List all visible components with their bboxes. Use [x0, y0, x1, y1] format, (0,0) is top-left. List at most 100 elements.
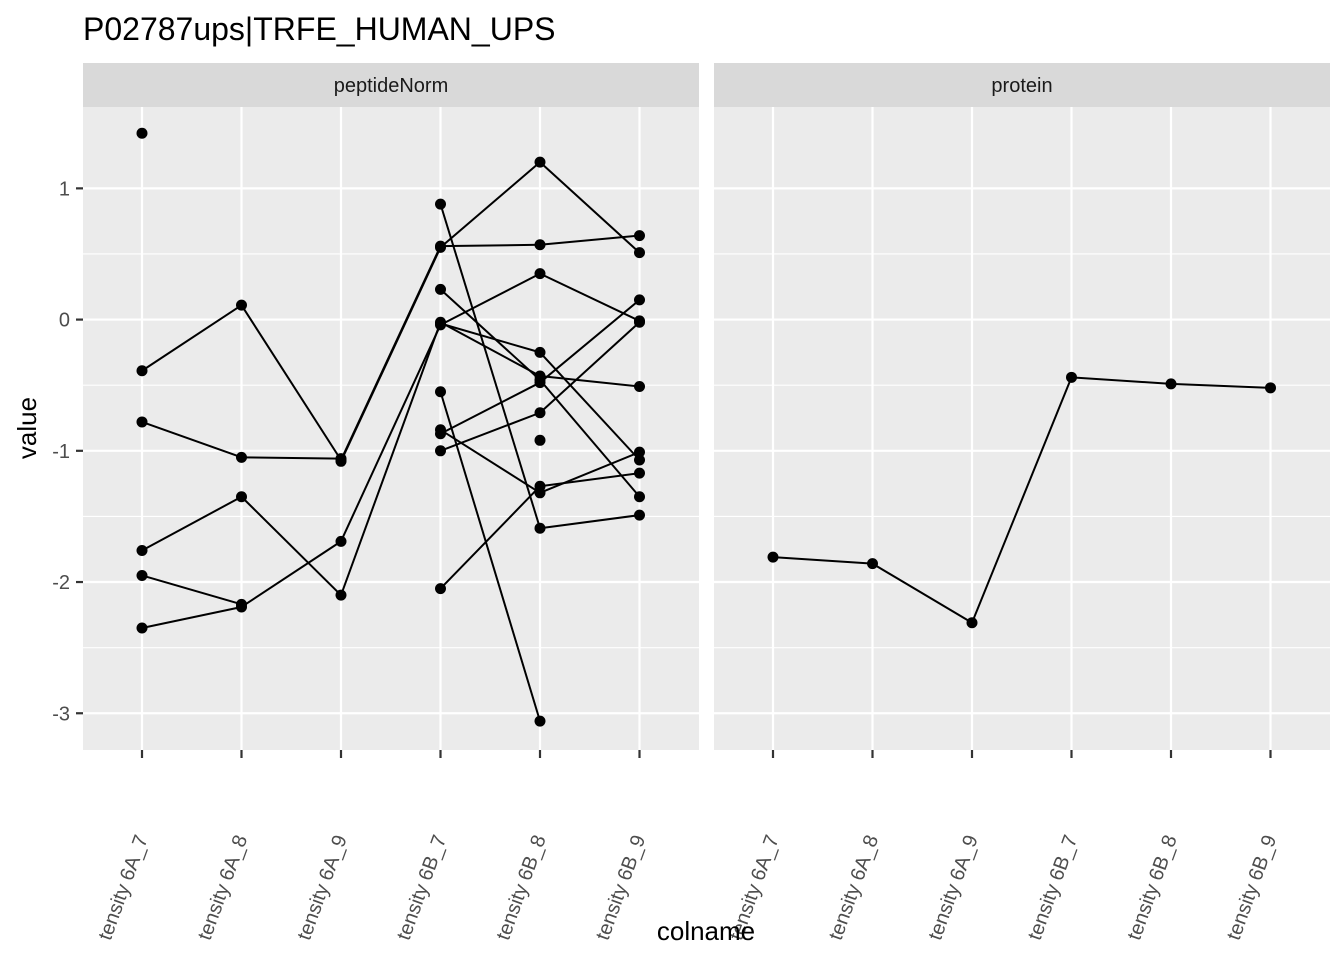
data-point — [236, 491, 247, 503]
y-tick-label: 0 — [59, 310, 70, 332]
data-point — [534, 407, 546, 419]
data-point — [136, 569, 148, 581]
data-point — [435, 198, 446, 210]
series-segment — [141, 605, 242, 629]
series-segment — [440, 322, 541, 354]
data-point — [634, 316, 645, 328]
plot-area-protein — [714, 107, 1330, 750]
data-point — [435, 583, 446, 595]
x-tick-label: tensity 6B_8 — [492, 832, 550, 943]
series-segment — [1071, 376, 1172, 385]
data-point — [534, 268, 546, 280]
series-segment — [141, 420, 242, 459]
data-point — [534, 346, 546, 358]
y-tick-label: -1 — [52, 441, 70, 463]
data-point — [634, 467, 645, 479]
data-point — [534, 239, 546, 251]
series-segment — [539, 514, 640, 530]
data-point — [867, 558, 878, 570]
series-segment — [141, 574, 242, 606]
series-segment — [539, 375, 640, 388]
data-point — [534, 156, 546, 168]
x-axis: tensity 6A_7 tensity 6A_8 tensity 6A_9 tens… — [94, 750, 1281, 943]
x-tick-label: tensity 6A_9 — [924, 832, 982, 943]
data-point — [435, 386, 446, 398]
x-tick-label: tensity 6A_8 — [825, 832, 883, 943]
y-tick-label: -3 — [52, 703, 70, 725]
series-segment — [971, 376, 1073, 624]
x-tick-label: tensity 6B_9 — [1223, 832, 1281, 943]
x-tick-label: tensity 6B_8 — [1123, 832, 1181, 943]
data-point — [136, 622, 148, 634]
strip-label-protein: protein — [991, 75, 1052, 97]
data-point — [136, 545, 148, 557]
series-segment — [539, 321, 641, 414]
series-segment — [1170, 382, 1271, 389]
x-tick-label: tensity 6A_9 — [293, 832, 351, 943]
y-axis: -3 -2 -1 0 1 — [52, 178, 83, 725]
series-segment — [440, 272, 541, 326]
series-segment — [439, 485, 541, 590]
panel-protein: protein — [714, 63, 1330, 750]
series-segment — [440, 243, 541, 248]
panel-peptidenorm: peptideNorm — [83, 63, 699, 750]
data-point — [534, 377, 546, 389]
series-segment — [340, 321, 442, 596]
x-axis-title: colname — [657, 916, 755, 946]
data-point — [634, 247, 645, 259]
data-point — [335, 455, 347, 467]
data-point — [534, 480, 546, 492]
marks-peptidenorm — [136, 127, 645, 727]
data-point — [136, 416, 148, 428]
data-point — [634, 381, 645, 393]
data-point — [534, 715, 546, 727]
data-point — [634, 491, 645, 503]
data-point — [1265, 382, 1276, 394]
chart-title: P02787ups|TRFE_HUMAN_UPS — [83, 11, 556, 47]
series-segment — [539, 351, 641, 461]
data-point — [236, 299, 247, 311]
data-point — [634, 454, 645, 466]
plot-area-peptidenorm — [83, 107, 699, 750]
series-segment — [871, 562, 973, 624]
data-point — [634, 446, 645, 458]
data-point — [1165, 378, 1177, 390]
data-point — [634, 230, 645, 242]
series-segment — [240, 304, 342, 461]
series-segment — [439, 428, 541, 494]
data-point — [136, 365, 148, 377]
y-tick-label: 1 — [59, 178, 70, 200]
data-point — [966, 617, 978, 629]
data-point — [435, 241, 446, 253]
data-point — [767, 551, 779, 563]
x-tick-label: tensity 6A_8 — [194, 832, 252, 943]
grid-peptidenorm — [83, 107, 699, 750]
series-segment — [240, 540, 342, 608]
strip-protein — [714, 63, 1330, 107]
data-point — [435, 428, 446, 440]
series-segment — [439, 288, 541, 381]
data-point — [236, 451, 247, 463]
x-tick-label: tensity 6B_9 — [592, 832, 650, 943]
data-point — [435, 318, 446, 330]
data-point — [435, 445, 446, 457]
series-segment — [240, 496, 342, 596]
series-segment — [340, 324, 442, 542]
x-tick-label: tensity 6A_7 — [94, 832, 152, 943]
data-point — [634, 509, 645, 521]
series-segment — [141, 304, 243, 372]
series-segment — [539, 451, 640, 494]
series-segment — [772, 556, 873, 565]
grid-protein — [714, 107, 1330, 750]
x-tick-label: tensity 6B_7 — [1024, 832, 1082, 943]
data-point — [335, 589, 347, 601]
series-segment — [539, 161, 641, 254]
data-point — [534, 434, 546, 446]
data-point — [1066, 371, 1077, 383]
series-segment — [340, 246, 442, 462]
series-segment — [539, 379, 641, 498]
data-point — [634, 294, 645, 306]
series-segment — [439, 391, 541, 722]
data-point — [335, 535, 347, 547]
